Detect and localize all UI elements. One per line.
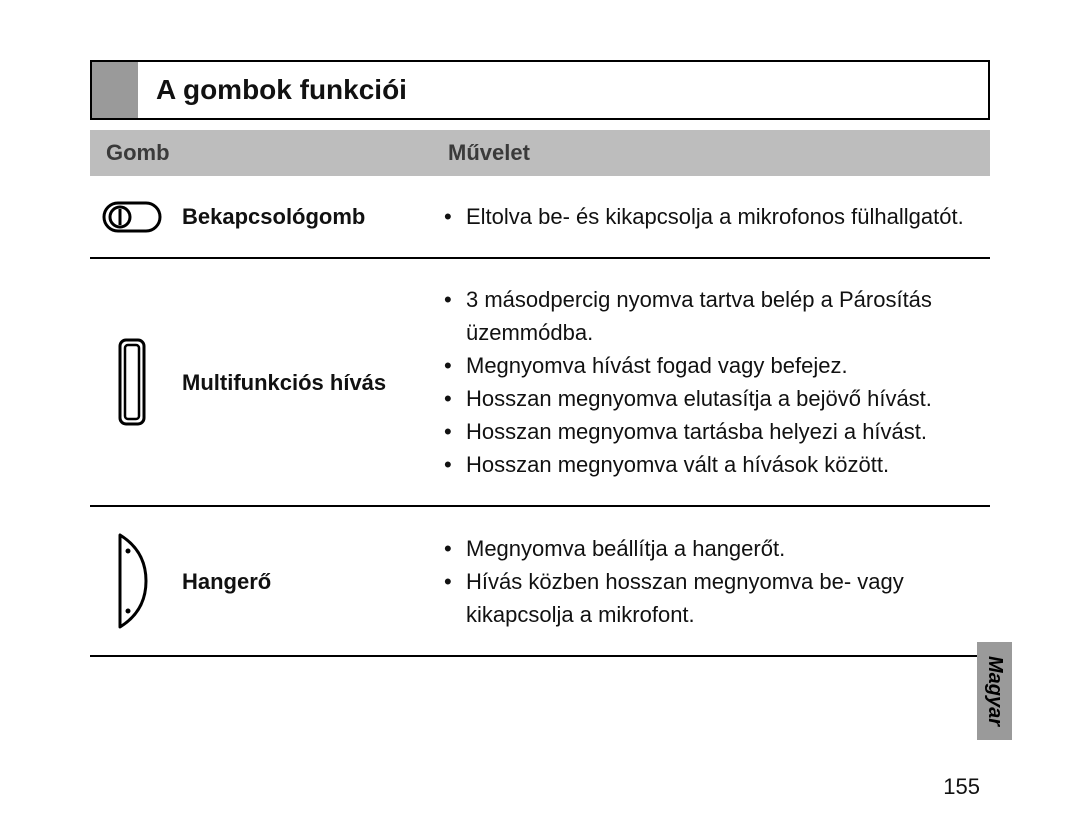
col-header-gomb: Gomb: [90, 130, 432, 176]
op-item: Hosszan megnyomva tartásba helyezi a hív…: [444, 415, 978, 448]
op-item: Megnyomva beállítja a hangerőt.: [444, 532, 978, 565]
gomb-label-power: Bekapcsológomb: [182, 200, 365, 233]
gomb-label-volume: Hangerő: [182, 565, 271, 598]
section-title-bar: A gombok funkciói: [90, 60, 990, 120]
gomb-cell-volume: Hangerő: [90, 506, 432, 656]
volume-icon: [102, 531, 162, 631]
op-item: Eltolva be- és kikapcsolja a mikrofonos …: [444, 200, 978, 233]
button-functions-table: Gomb Művelet Bekapcsológomb: [90, 130, 990, 657]
multifunction-icon: [102, 337, 162, 427]
op-item: Megnyomva hívást fogad vagy befejez.: [444, 349, 978, 382]
language-tab: Magyar: [977, 642, 1012, 740]
title-tab: [92, 62, 138, 118]
ops-list: 3 másodpercig nyomva tartva belép a Páro…: [444, 283, 978, 481]
muvelet-cell-power: Eltolva be- és kikapcsolja a mikrofonos …: [432, 176, 990, 258]
table-header-row: Gomb Művelet: [90, 130, 990, 176]
op-item: Hosszan megnyomva vált a hívások között.: [444, 448, 978, 481]
page-number: 155: [943, 774, 980, 800]
muvelet-cell-multi: 3 másodpercig nyomva tartva belép a Páro…: [432, 258, 990, 506]
table-row: Multifunkciós hívás 3 másodpercig nyomva…: [90, 258, 990, 506]
table-row: Bekapcsológomb Eltolva be- és kikapcsolj…: [90, 176, 990, 258]
op-item: Hosszan megnyomva elutasítja a bejövő hí…: [444, 382, 978, 415]
gomb-cell-multi: Multifunkciós hívás: [90, 258, 432, 506]
op-item: Hívás közben hosszan megnyomva be- vagy …: [444, 565, 978, 631]
ops-list: Megnyomva beállítja a hangerőt. Hívás kö…: [444, 532, 978, 631]
gomb-cell-power: Bekapcsológomb: [90, 176, 432, 258]
col-header-muvelet: Művelet: [432, 130, 990, 176]
ops-list: Eltolva be- és kikapcsolja a mikrofonos …: [444, 200, 978, 233]
muvelet-cell-volume: Megnyomva beállítja a hangerőt. Hívás kö…: [432, 506, 990, 656]
power-switch-icon: [102, 201, 162, 233]
section-title: A gombok funkciói: [138, 62, 988, 118]
gomb-label-multi: Multifunkciós hívás: [182, 366, 386, 399]
manual-page: A gombok funkciói Gomb Művelet: [0, 0, 1080, 840]
op-item: 3 másodpercig nyomva tartva belép a Páro…: [444, 283, 978, 349]
table-row: Hangerő Megnyomva beállítja a hangerőt. …: [90, 506, 990, 656]
